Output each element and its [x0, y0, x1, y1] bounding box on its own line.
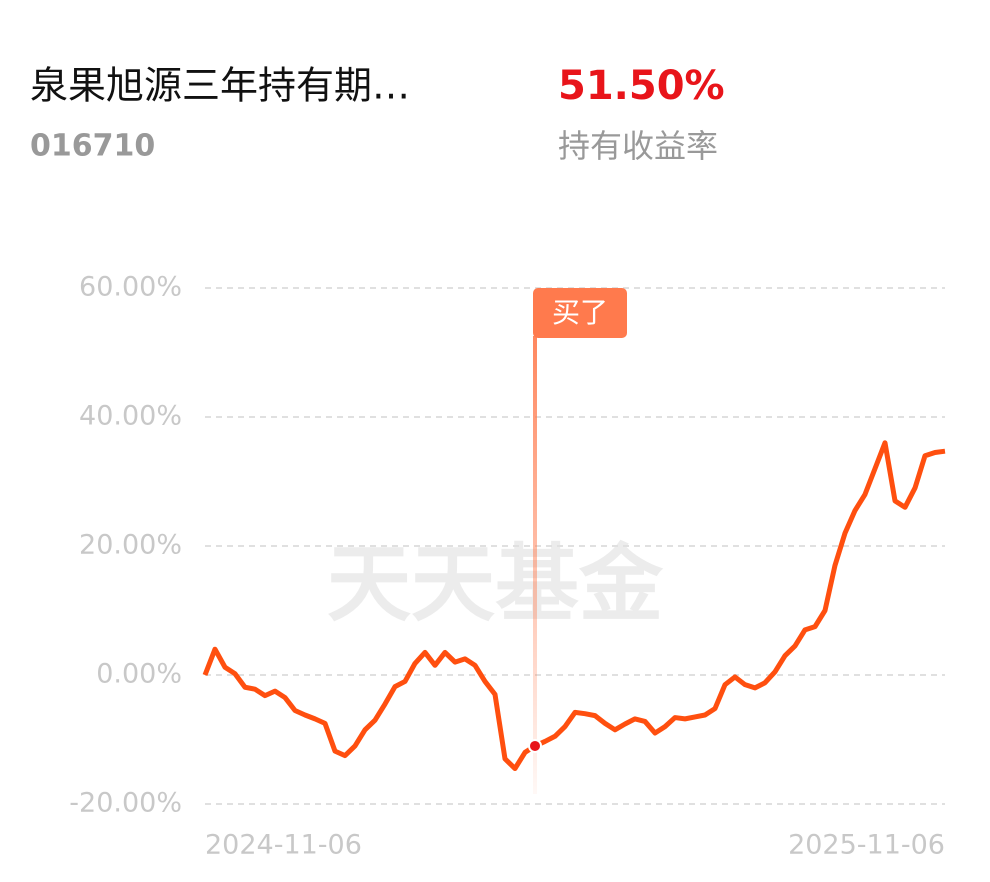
y-tick-label: 40.00%: [79, 401, 182, 432]
y-tick-label: 20.00%: [79, 530, 182, 561]
y-tick-label: 0.00%: [96, 659, 182, 690]
buy-flag: [533, 288, 627, 338]
series-line: [202, 440, 946, 772]
buy-point: [528, 738, 542, 753]
watermark: 天天基金: [327, 535, 664, 633]
fund-name: 泉果旭源三年持有期…: [30, 64, 410, 108]
x-tick-label: 2025-11-06: [788, 830, 945, 861]
buy-flag-label: 买了: [552, 296, 608, 329]
return-value: 51.50%: [558, 63, 725, 109]
fund-code: 016710: [30, 129, 155, 164]
buy-line: [533, 336, 537, 794]
y-tick-label: 60.00%: [79, 272, 182, 303]
y-tick-label: -20.00%: [69, 788, 182, 819]
return-label: 持有收益率: [558, 127, 718, 165]
x-tick-label: 2024-11-06: [205, 830, 362, 861]
